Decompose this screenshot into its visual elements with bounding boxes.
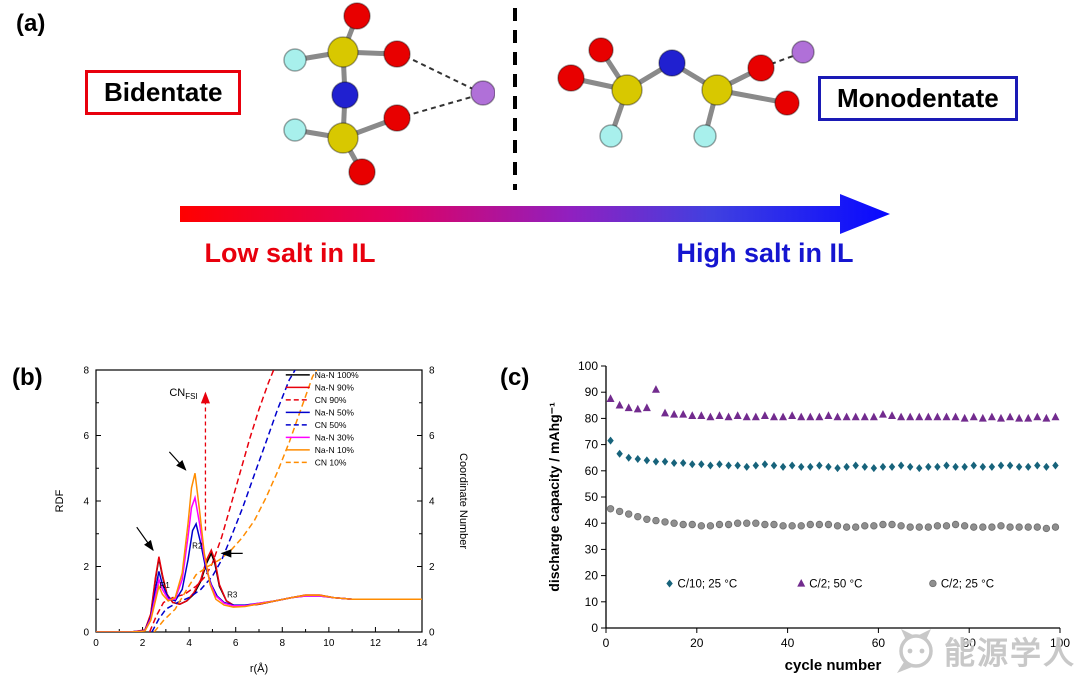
oxygen-atom: [774, 90, 800, 116]
fluorine-atom: [599, 124, 623, 148]
svg-text:40: 40: [781, 636, 795, 650]
oxygen-atom: [588, 37, 614, 63]
bidentate-molecule: [283, 2, 495, 186]
svg-text:20: 20: [690, 636, 704, 650]
svg-text:8: 8: [429, 366, 435, 377]
panel-b-label: (b): [12, 364, 43, 391]
sulfur-atom: [327, 122, 359, 154]
sulfur-atom: [327, 36, 359, 68]
svg-text:80: 80: [585, 411, 599, 425]
svg-text:CN 90%: CN 90%: [315, 395, 347, 405]
sulfur-atom: [701, 74, 733, 106]
sodium-ion: [791, 40, 815, 64]
svg-text:8: 8: [280, 638, 286, 649]
svg-text:100: 100: [1050, 636, 1070, 650]
svg-text:30: 30: [585, 542, 599, 556]
svg-text:r(Å): r(Å): [250, 662, 268, 675]
svg-text:CN 10%: CN 10%: [315, 457, 347, 467]
svg-text:50: 50: [585, 490, 599, 504]
svg-text:100: 100: [578, 359, 598, 373]
panel-a-label: (a): [16, 10, 46, 37]
svg-text:2: 2: [140, 638, 146, 649]
oxygen-atom: [383, 40, 411, 68]
svg-text:6: 6: [233, 638, 239, 649]
oxygen-atom: [383, 104, 411, 132]
svg-text:8: 8: [83, 366, 89, 377]
svg-text:Coordinate Number: Coordinate Number: [457, 453, 468, 549]
svg-text:60: 60: [872, 636, 886, 650]
oxygen-atom: [343, 2, 371, 30]
svg-text:0: 0: [603, 636, 610, 650]
nitrogen-atom: [658, 49, 686, 77]
bidentate-label-box: Bidentate: [85, 70, 242, 115]
svg-text:CN 50%: CN 50%: [315, 420, 347, 430]
monodentate-coordination-bond: [770, 55, 794, 65]
svg-text:4: 4: [83, 497, 89, 508]
svg-text:RDF: RDF: [54, 489, 66, 512]
oxygen-atom: [747, 54, 775, 82]
svg-text:CNFSI: CNFSI: [169, 387, 197, 401]
svg-text:10: 10: [585, 595, 599, 609]
low-salt-label: Low salt in IL: [204, 238, 376, 268]
svg-text:Na-N 50%: Na-N 50%: [315, 407, 355, 417]
svg-text:80: 80: [963, 636, 977, 650]
nitrogen-atom: [331, 81, 359, 109]
svg-text:R3: R3: [227, 591, 238, 600]
svg-text:6: 6: [83, 431, 89, 442]
fluorine-atom: [693, 124, 717, 148]
sulfur-atom: [611, 74, 643, 106]
bidentate-coordination-bond: [404, 55, 476, 91]
fluorine-atom: [283, 48, 307, 72]
svg-text:C/2; 25 °C: C/2; 25 °C: [941, 578, 994, 590]
watermark: 能源学人: [892, 625, 1076, 675]
monodentate-molecule: [557, 37, 815, 148]
svg-text:0: 0: [429, 628, 435, 639]
oxygen-atom: [557, 64, 585, 92]
svg-text:Na-N 10%: Na-N 10%: [315, 445, 355, 455]
svg-text:12: 12: [370, 638, 382, 649]
svg-text:40: 40: [585, 516, 599, 530]
svg-text:0: 0: [591, 621, 598, 635]
svg-text:4: 4: [186, 638, 192, 649]
discharge-capacity-chart: 0 10 20 30 40 50 60 70 80 90 100 0 20 40 60 80 100 discha…: [546, 359, 1070, 674]
svg-text:14: 14: [416, 638, 428, 649]
svg-text:cycle number: cycle number: [785, 657, 882, 674]
svg-text:Na-N 30%: Na-N 30%: [315, 432, 355, 442]
svg-text:Na-N 100%: Na-N 100%: [315, 370, 359, 380]
svg-text:10: 10: [323, 638, 335, 649]
svg-text:0: 0: [93, 638, 99, 649]
watermark-logo-icon: [897, 629, 933, 673]
panel-a: (a) Bidentate Monodentate: [0, 0, 1080, 300]
panel-c-label: (c): [500, 364, 530, 391]
svg-text:R1: R1: [160, 581, 171, 590]
svg-text:4: 4: [429, 497, 435, 508]
svg-text:20: 20: [585, 569, 599, 583]
high-salt-label: High salt in IL: [676, 238, 854, 268]
svg-text:2: 2: [83, 562, 89, 573]
dashed-divider: [513, 8, 517, 190]
gradient-arrow: [180, 194, 890, 234]
svg-text:0: 0: [83, 628, 89, 639]
bidentate-coordination-bond: [404, 95, 476, 117]
svg-text:R2: R2: [192, 541, 203, 550]
watermark-text: 能源学人: [944, 635, 1076, 671]
svg-text:2: 2: [429, 562, 435, 573]
svg-text:6: 6: [429, 431, 435, 442]
svg-text:60: 60: [585, 464, 599, 478]
sodium-ion: [470, 80, 495, 106]
oxygen-atom: [348, 158, 376, 186]
svg-text:Na-N 90%: Na-N 90%: [315, 382, 355, 392]
fluorine-atom: [283, 118, 307, 142]
svg-text:90: 90: [585, 385, 599, 399]
svg-text:discharge capacity / mAhg⁻¹: discharge capacity / mAhg⁻¹: [546, 402, 562, 592]
svg-text:C/2; 50 °C: C/2; 50 °C: [809, 578, 862, 590]
monodentate-label-box: Monodentate: [818, 76, 1018, 121]
svg-text:C/10; 25 °C: C/10; 25 °C: [678, 578, 738, 590]
svg-text:70: 70: [585, 438, 599, 452]
